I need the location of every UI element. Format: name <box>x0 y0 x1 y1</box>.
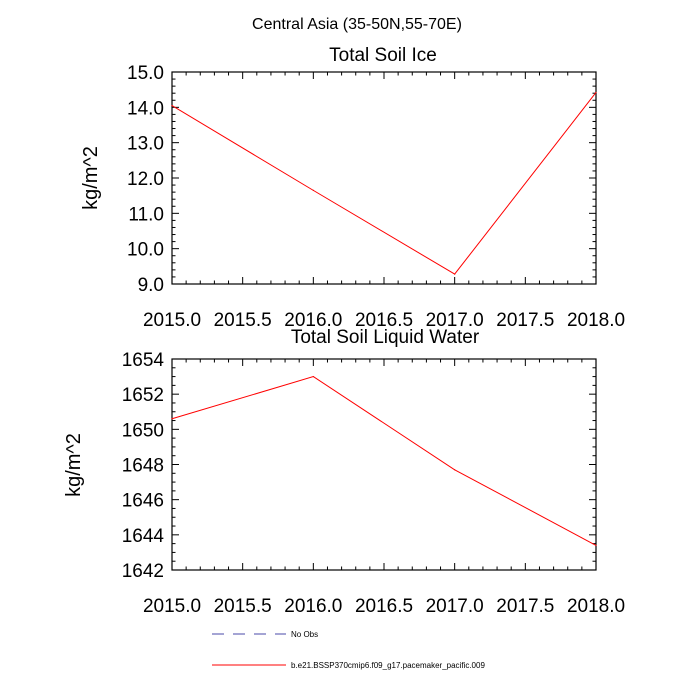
legend-label-model: b.e21.BSSP370cmip6.f09_g17.pacemaker_pac… <box>291 661 485 670</box>
panel-title: Total Soil Ice <box>329 45 437 66</box>
data-point <box>171 104 173 107</box>
data-point <box>312 189 314 191</box>
y-tick-label: 1646 <box>122 491 164 512</box>
x-tick-label: 2016.5 <box>355 596 413 617</box>
panel-total-soil-liquid-water: Total Soil Liquid Water kg/m^2 2015.0 201… <box>63 327 625 617</box>
plot-frame <box>171 358 597 571</box>
y-tick-label: 1652 <box>122 385 164 406</box>
x-tick-label: 2017.0 <box>426 596 484 617</box>
x-tick-label: 2018.0 <box>567 596 625 617</box>
data-point <box>454 273 456 275</box>
x-tick-label: 2017.5 <box>496 310 554 331</box>
y-tick-label: 1650 <box>122 420 164 441</box>
y-tick-label: 1642 <box>122 561 164 582</box>
legend-label-no-obs: No Obs <box>291 630 318 639</box>
panel-total-soil-ice: Total Soil Ice kg/m^2 2015.0 2015.5 2016.0… <box>80 45 625 331</box>
y-tick-label: 15.0 <box>127 63 164 84</box>
x-tick-label: 2017.0 <box>426 310 484 331</box>
data-point <box>595 91 597 94</box>
x-tick-label: 2015.5 <box>214 596 272 617</box>
y-tick-label: 1654 <box>122 350 165 371</box>
series-line <box>171 92 597 275</box>
x-tick-label: 2016.0 <box>284 310 342 331</box>
data-point <box>454 469 456 471</box>
data-point <box>171 418 173 420</box>
x-tick-label: 2015.0 <box>143 310 201 331</box>
y-tick-label: 11.0 <box>128 204 164 225</box>
y-tick-label: 10.0 <box>127 240 164 261</box>
x-tick-label: 2018.0 <box>567 310 625 331</box>
y-tick-label: 12.0 <box>127 169 164 190</box>
x-tick-label: 2016.0 <box>284 596 342 617</box>
y-axis-label: kg/m^2 <box>63 433 85 497</box>
figure-title: Central Asia (35-50N,55-70E) <box>252 16 462 33</box>
panel-title: Total Soil Liquid Water <box>291 327 480 348</box>
data-point <box>595 544 597 546</box>
data-point <box>312 375 314 378</box>
y-tick-label: 9.0 <box>138 275 164 296</box>
x-tick-label: 2016.5 <box>355 310 413 331</box>
y-tick-label: 1644 <box>122 526 165 547</box>
series-line <box>171 376 597 546</box>
plot-frame <box>171 71 597 285</box>
x-tick-label: 2015.0 <box>143 596 201 617</box>
x-tick-label: 2015.5 <box>214 310 272 331</box>
y-tick-label: 14.0 <box>127 98 164 119</box>
legend: No Obs b.e21.BSSP370cmip6.f09_g17.pacema… <box>212 630 485 670</box>
y-axis-label: kg/m^2 <box>80 146 102 210</box>
y-tick-label: 13.0 <box>127 134 164 155</box>
y-tick-label: 1648 <box>122 456 164 477</box>
x-tick-label: 2017.5 <box>496 596 554 617</box>
